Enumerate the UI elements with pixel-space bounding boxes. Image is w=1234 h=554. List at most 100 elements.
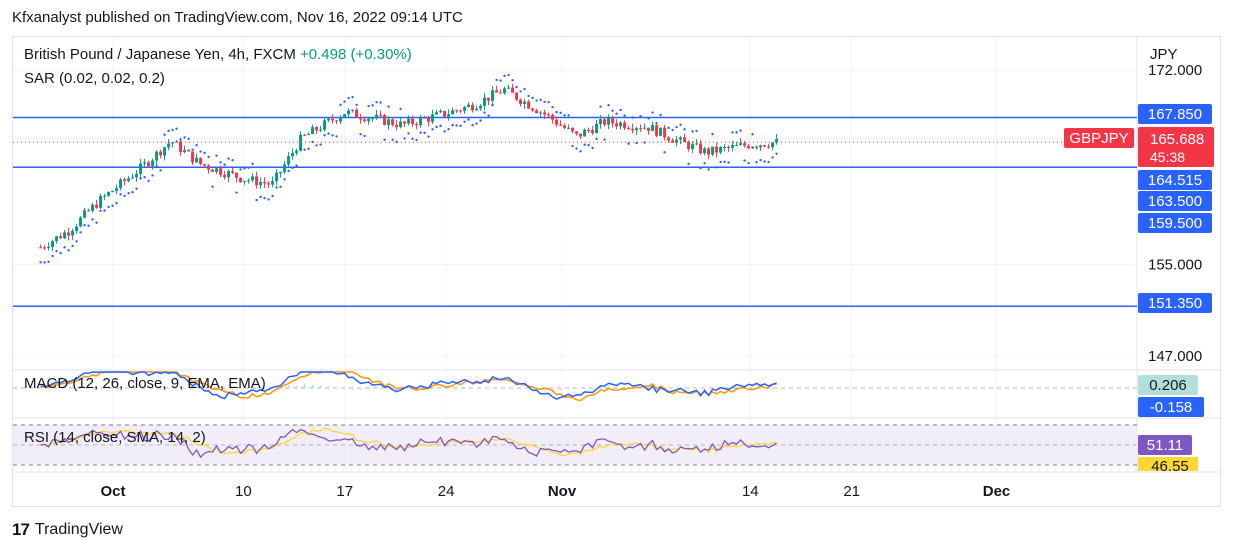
macd-histogram-bar-152: [647, 388, 650, 390]
candle-body-122: [527, 101, 531, 109]
sar-dot-43: [211, 185, 214, 188]
candle-body-53: [251, 176, 255, 181]
sar-dot-165: [699, 166, 702, 170]
sar-dot-180: [759, 158, 762, 162]
candle-body-142: [607, 117, 611, 125]
macd-histogram-bar-112: [487, 388, 490, 389]
sar-dot-76: [343, 100, 346, 103]
sar-dot-113: [491, 103, 494, 107]
x-tick-label-7: Dec: [983, 483, 1011, 500]
candle-body-180: [759, 145, 763, 148]
candle-body-44: [215, 168, 219, 172]
macd-histogram-bar-54: [255, 387, 258, 388]
candle-body-34: [175, 141, 179, 143]
sar-dot-40: [199, 150, 202, 153]
macd-value-label: 0.206: [1149, 377, 1187, 394]
candle-body-67: [307, 133, 311, 135]
macd-legend[interactable]: MACD (12, 26, close, 9, EMA, EMA): [24, 375, 266, 392]
candle-body-157: [667, 137, 671, 141]
macd-histogram-bar-142: [607, 386, 610, 388]
candle-body-50: [239, 177, 243, 183]
sar-dot-54: [255, 198, 258, 202]
sar-legend[interactable]: SAR (0.02, 0.02, 0.2): [24, 70, 165, 87]
macd-histogram-bar-42: [207, 388, 210, 391]
sar-dot-127: [547, 100, 550, 104]
sar-dot-6: [63, 246, 66, 249]
sar-dot-80: [359, 132, 362, 136]
sar-dot-52: [247, 166, 250, 169]
sar-dot-136: [583, 143, 586, 146]
candle-body-144: [615, 123, 619, 127]
candle-body-130: [559, 124, 563, 126]
level-tag-3: [1138, 213, 1212, 233]
sar-dot-49: [235, 191, 238, 194]
sar-dot-23: [131, 191, 134, 194]
symbol-tag-label: GBPJPY: [1069, 130, 1128, 147]
sar-dot-107: [467, 118, 470, 121]
candle-body-139: [595, 123, 599, 134]
candle-body-33: [171, 142, 175, 144]
sar-dot-65: [299, 148, 302, 151]
candle-body-56: [263, 182, 267, 184]
sar-dot-122: [527, 94, 530, 98]
candle-body-64: [295, 150, 299, 153]
macd-histogram-bar-4: [55, 387, 58, 388]
candle-body-48: [231, 171, 235, 173]
y-tick-label-2: 147.000: [1148, 348, 1202, 365]
macd-histogram-bar-136: [583, 387, 586, 388]
candle-body-40: [199, 157, 203, 165]
candle-body-63: [291, 152, 295, 157]
macd-histogram-bar-114: [495, 387, 498, 388]
candle-body-178: [751, 146, 755, 149]
candle-body-146: [623, 122, 627, 129]
sar-dot-153: [651, 111, 654, 114]
sar-dot-126: [543, 100, 546, 104]
symbol-legend[interactable]: British Pound / Japanese Yen, 4h, FXCM +…: [24, 46, 412, 63]
sar-dot-182: [767, 160, 770, 164]
sar-dot-59: [275, 186, 278, 189]
rsi-legend[interactable]: RSI (14, close, SMA, 14, 2): [24, 429, 206, 446]
candle-body-2: [47, 246, 51, 248]
candle-body-159: [675, 139, 679, 143]
macd-histogram-bar-174: [735, 386, 738, 388]
sar-dot-82: [367, 104, 370, 108]
sar-dot-167: [707, 168, 710, 171]
sar-dot-162: [687, 162, 690, 166]
candle-body-120: [519, 99, 523, 105]
sar-dot-172: [727, 161, 730, 164]
candle-body-87: [387, 119, 391, 125]
macd-histogram-bar-160: [679, 387, 682, 388]
footer-brand[interactable]: 17 TradingView: [12, 520, 123, 540]
macd-histogram-bar-126: [543, 388, 546, 391]
candle-body-8: [71, 231, 75, 236]
candle-body-90: [399, 121, 403, 127]
macd-histogram-bar-116: [503, 387, 506, 388]
sar-dot-77: [347, 96, 350, 100]
sar-dot-75: [339, 103, 342, 107]
candle-body-135: [579, 133, 583, 137]
chart-frame[interactable]: [12, 36, 1221, 507]
macd-histogram-bar-146: [623, 386, 626, 388]
candle-body-66: [303, 134, 307, 136]
sar-dot-169: [715, 166, 718, 169]
sar-dot-20: [119, 193, 122, 196]
candle-body-173: [731, 145, 735, 148]
signal-value-tag: [1138, 397, 1204, 417]
sar-dot-95: [419, 131, 422, 134]
macd-histogram-bar-66: [303, 384, 306, 388]
candle-body-54: [255, 176, 259, 186]
macd-histogram-bar-16: [103, 386, 106, 388]
sar-dot-183: [771, 156, 774, 159]
candle-body-57: [267, 183, 271, 185]
candle-body-132: [567, 127, 571, 129]
sar-dot-145: [619, 108, 622, 112]
y-tick-label-0: 172.000: [1148, 62, 1202, 79]
sar-dot-27: [147, 179, 150, 183]
macd-histogram-bar-100: [439, 386, 442, 388]
candle-body-94: [415, 123, 419, 126]
candle-body-117: [507, 87, 511, 89]
macd-histogram-bar-84: [375, 388, 378, 390]
sar-dot-84: [375, 100, 378, 104]
candle-body-121: [523, 101, 527, 105]
